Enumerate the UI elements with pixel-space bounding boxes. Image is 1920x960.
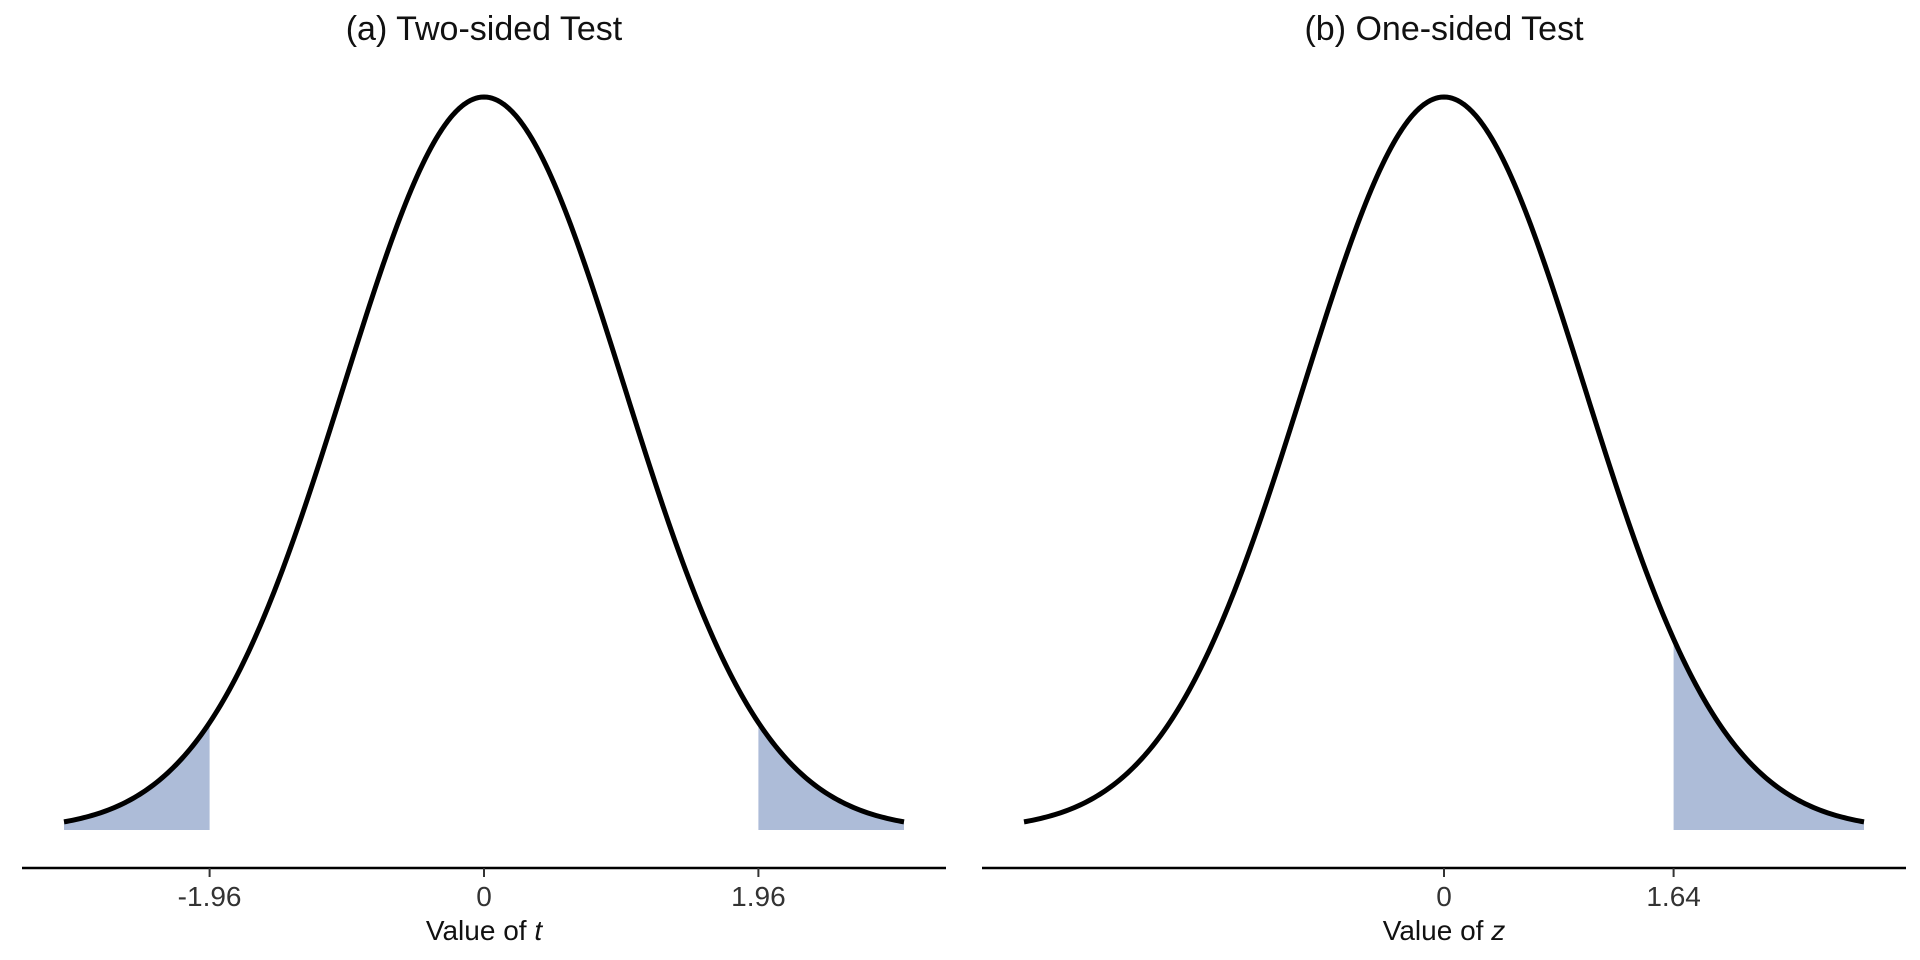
panel-title: (b) One-sided Test <box>1304 10 1584 48</box>
panel-two-sided: (a) Two-sided Test -1.96 0 1.96 Value of t <box>22 10 946 946</box>
x-axis-ticks: -1.96 0 1.96 <box>178 868 786 912</box>
x-axis-label: Value of t <box>426 915 543 946</box>
panel-one-sided: (b) One-sided Test 0 1.64 Value of z <box>982 10 1906 946</box>
panel-title: (a) Two-sided Test <box>346 10 623 48</box>
x-tick-label: -1.96 <box>178 881 242 912</box>
density-curve <box>1023 94 1865 825</box>
shaded-regions <box>64 722 904 830</box>
shaded-regions <box>1673 638 1864 830</box>
density-curve <box>63 94 905 825</box>
x-tick-label: 1.64 <box>1646 881 1701 912</box>
shaded-tail-1 <box>758 722 904 830</box>
shaded-tail-0 <box>64 722 210 830</box>
x-axis-label: Value of z <box>1383 915 1505 946</box>
shaded-tail-0 <box>1673 638 1864 830</box>
x-tick-label: 1.96 <box>731 881 786 912</box>
x-tick-label: 0 <box>476 881 492 912</box>
x-axis-ticks: 0 1.64 <box>1436 868 1701 912</box>
x-tick-label: 0 <box>1436 881 1452 912</box>
